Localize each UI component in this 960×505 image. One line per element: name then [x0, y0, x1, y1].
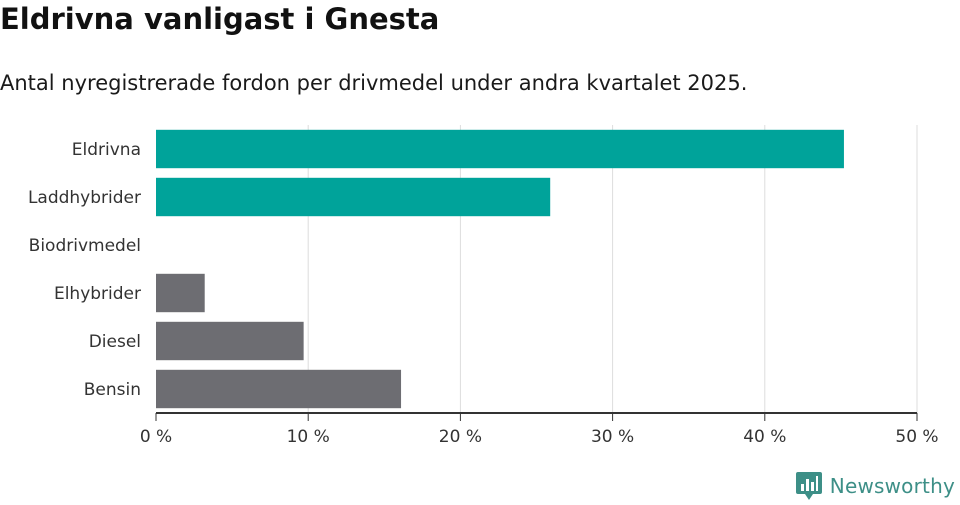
category-label: Diesel [89, 332, 141, 352]
category-labels: Eldrivna Laddhybrider Biodrivmedel Elhybrid… [28, 140, 141, 400]
category-label: Bensin [84, 380, 141, 400]
chart-title: Eldrivna vanligast i Gnesta [0, 2, 440, 36]
category-label: Eldrivna [72, 140, 141, 160]
bar [156, 321, 304, 361]
bar-chart-speech-bubble-icon [795, 472, 822, 500]
category-label: Laddhybrider [28, 188, 141, 208]
bar [156, 177, 551, 217]
bar [156, 129, 844, 169]
bar [156, 369, 402, 409]
newsworthy-logo: Newsworthy [795, 471, 955, 501]
x-tick-label: 50 % [895, 427, 938, 447]
bars [156, 129, 844, 409]
bar [156, 273, 205, 313]
x-tick-label: 30 % [591, 427, 634, 447]
bar-chart: 0 % 10 % 20 % 30 % 40 % 50 % Eldrivna Laddhybr… [28, 125, 939, 447]
x-tick-label: 40 % [743, 427, 786, 447]
x-tick-label: 0 % [140, 427, 172, 447]
category-label: Elhybrider [54, 284, 141, 304]
brand-name: Newsworthy [829, 474, 955, 498]
gridlines [307, 125, 918, 413]
chart-subtitle: Antal nyregistrerade fordon per drivmede… [0, 71, 748, 95]
category-label: Biodrivmedel [29, 236, 141, 256]
x-tick-label: 10 % [287, 427, 330, 447]
x-tick-label: 20 % [439, 427, 482, 447]
x-axis: 0 % 10 % 20 % 30 % 40 % 50 % [140, 412, 939, 447]
